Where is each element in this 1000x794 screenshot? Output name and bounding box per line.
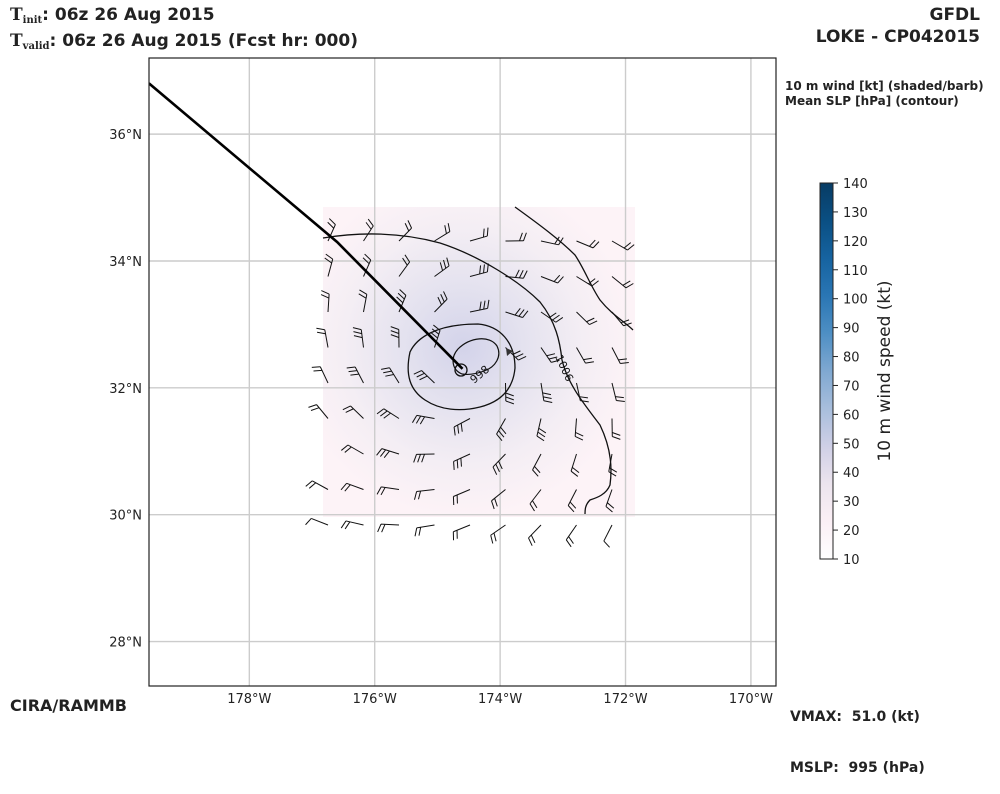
colorbar-tick-label: 10 xyxy=(843,553,860,568)
wind-barb xyxy=(604,525,612,547)
x-tick-label: 178°W xyxy=(227,692,271,707)
colorbar-tick-label: 50 xyxy=(843,437,860,452)
y-tick-label: 36°N xyxy=(109,128,142,143)
colorbar-tick-label: 20 xyxy=(843,524,860,539)
y-axis-labels: 28°N 30°N 32°N 34°N 36°N xyxy=(109,128,142,650)
wind-barb xyxy=(453,525,470,540)
colorbar-tick-label: 30 xyxy=(843,495,860,510)
colorbar-tick-label: 90 xyxy=(843,322,860,337)
wind-shading xyxy=(323,207,635,517)
colorbar-ticks: 140 130 120 110 100 90 80 70 60 50 40 30 20 10 xyxy=(833,177,868,568)
colorbar-tick-label: 70 xyxy=(843,379,860,394)
x-axis-labels: 178°W 176°W 174°W 172°W 170°W xyxy=(227,692,773,707)
wind-barb xyxy=(341,521,363,529)
wind-barb xyxy=(378,524,399,532)
wind-barb xyxy=(566,525,576,547)
x-tick-label: 170°W xyxy=(729,692,773,707)
colorbar-tick-label: 80 xyxy=(843,351,860,366)
colorbar-tick-label: 40 xyxy=(843,466,860,481)
colorbar-tick-label: 140 xyxy=(843,177,868,192)
x-tick-label: 174°W xyxy=(478,692,522,707)
x-tick-label: 176°W xyxy=(353,692,397,707)
colorbar-tick-label: 60 xyxy=(843,408,860,423)
y-tick-label: 32°N xyxy=(109,382,142,397)
y-tick-label: 30°N xyxy=(109,509,142,524)
colorbar-tick-label: 100 xyxy=(843,293,868,308)
wind-barb xyxy=(528,525,541,546)
colorbar-label: 10 m wind speed (kt) xyxy=(875,280,895,461)
y-tick-label: 34°N xyxy=(109,255,142,270)
mslp-value: MSLP: 995 (hPa) xyxy=(790,760,925,777)
wind-barb xyxy=(415,525,434,536)
colorbar-tick-label: 110 xyxy=(843,264,868,279)
wind-barb xyxy=(306,518,328,525)
colorbar-tick-label: 120 xyxy=(843,235,868,250)
colorbar xyxy=(820,183,833,559)
x-tick-label: 172°W xyxy=(603,692,647,707)
y-tick-label: 28°N xyxy=(109,636,142,651)
wind-barb xyxy=(491,525,506,544)
colorbar-tick-label: 130 xyxy=(843,206,868,221)
